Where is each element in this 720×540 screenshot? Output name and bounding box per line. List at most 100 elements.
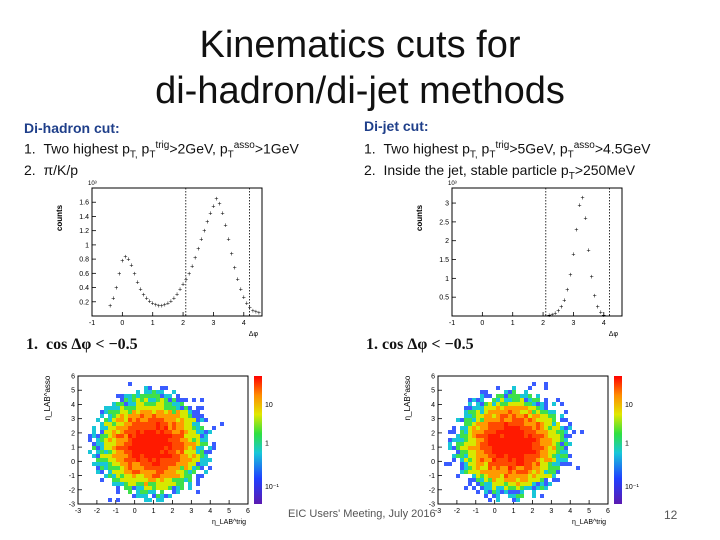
heatmap-cell: [140, 494, 144, 498]
heatmap-cell: [200, 406, 204, 410]
colorbar: [254, 376, 262, 504]
heatmap-cell: [520, 466, 524, 470]
heatmap-cell: [160, 490, 164, 494]
heatmap-cell: [472, 422, 476, 426]
heatmap-cell: [128, 414, 132, 418]
data-point: +: [556, 308, 560, 315]
heatmap-cell: [116, 458, 120, 462]
heatmap-cell: [124, 474, 128, 478]
heatmap-cell: [132, 474, 136, 478]
data-point: +: [559, 304, 563, 311]
heatmap-cell: [520, 426, 524, 430]
heatmap-cell: [148, 450, 152, 454]
y-tick-label: -2: [69, 487, 75, 494]
heatmap-cell: [148, 402, 152, 406]
x-tick-label: -1: [473, 508, 479, 515]
heatmap-cell: [540, 414, 544, 418]
heatmap-cell: [96, 446, 100, 450]
heatmap-cell: [460, 470, 464, 474]
heatmap-cell: [108, 410, 112, 414]
heatmap-cell: [528, 470, 532, 474]
x-tick-label: -2: [94, 508, 100, 515]
heatmap-cell: [136, 454, 140, 458]
heatmap-cell: [172, 466, 176, 470]
heatmap-cell: [532, 454, 536, 458]
heatmap-cell: [160, 442, 164, 446]
dijet-eta-plot: -3 -2 -1 0 1 2 3 4 5 6 -3 -2 -1 0 1 2 3 4 5 6 η_LAB^asso η_LA…: [403, 374, 639, 527]
heatmap-cell: [176, 470, 180, 474]
heatmap-cell: [488, 466, 492, 470]
heatmap-cell: [484, 474, 488, 478]
y-axis-label: counts: [415, 204, 424, 231]
heatmap-cell: [136, 422, 140, 426]
heatmap-cell: [188, 446, 192, 450]
heatmap-cell: [528, 454, 532, 458]
heatmap-cell: [528, 458, 532, 462]
heatmap-cell: [548, 418, 552, 422]
heatmap-cell: [132, 494, 136, 498]
heatmap-cell: [512, 410, 516, 414]
heatmap-cell: [532, 494, 536, 498]
heatmap-cell: [528, 430, 532, 434]
heatmap-cell: [152, 470, 156, 474]
heatmap-cell: [140, 446, 144, 450]
heatmap-cell: [532, 418, 536, 422]
heatmap-cell: [108, 434, 112, 438]
heatmap-cell: [532, 490, 536, 494]
heatmap-cell: [484, 446, 488, 450]
heatmap-cell: [136, 462, 140, 466]
heatmap-cell: [508, 494, 512, 498]
y-tick-label: 0.6: [79, 271, 89, 278]
heatmap-cell: [152, 450, 156, 454]
heatmap-cell: [488, 422, 492, 426]
heatmap-cell: [504, 478, 508, 482]
heatmap-cell: [132, 454, 136, 458]
heatmap-cell: [552, 446, 556, 450]
heatmap-cell: [160, 466, 164, 470]
heatmap-cell: [108, 430, 112, 434]
heatmap-cell: [196, 442, 200, 446]
heatmap-cell: [492, 446, 496, 450]
heatmap-cell: [140, 410, 144, 414]
heatmap-cell: [516, 398, 520, 402]
heatmap-cell: [120, 454, 124, 458]
heatmap-cell: [164, 386, 168, 390]
heatmap-cell: [156, 462, 160, 466]
heatmap-cell: [132, 402, 136, 406]
heatmap-cell: [564, 426, 568, 430]
data-point: +: [211, 203, 215, 210]
heatmap-cell: [488, 410, 492, 414]
heatmap-cell: [472, 398, 476, 402]
heatmap-cell: [100, 458, 104, 462]
heatmap-cell: [524, 438, 528, 442]
heatmap-cell: [184, 474, 188, 478]
heatmap-cell: [88, 434, 92, 438]
heatmap-cell: [544, 426, 548, 430]
heatmap-cell: [472, 462, 476, 466]
data-point: +: [199, 237, 203, 244]
heatmap-cell: [200, 438, 204, 442]
heatmap-cell: [100, 422, 104, 426]
heatmap-cell: [512, 418, 516, 422]
heatmap-cell: [168, 410, 172, 414]
heatmap-cell: [528, 426, 532, 430]
heatmap-cell: [548, 430, 552, 434]
heatmap-cell: [96, 466, 100, 470]
heatmap-cell: [504, 418, 508, 422]
heatmap-cell: [144, 386, 148, 390]
heatmap-cell: [552, 458, 556, 462]
heatmap-cell: [556, 426, 560, 430]
heatmap-cell: [144, 482, 148, 486]
heatmap-cell: [144, 434, 148, 438]
heatmap-cell: [504, 442, 508, 446]
heatmap-cell: [560, 418, 564, 422]
heatmap-cell: [496, 402, 500, 406]
heatmap-cell: [524, 394, 528, 398]
heatmap-cell: [544, 406, 548, 410]
heatmap-cell: [92, 430, 96, 434]
heatmap-cell: [524, 414, 528, 418]
heatmap-cell: [180, 466, 184, 470]
x-tick-label: -2: [454, 508, 460, 515]
heatmap-cell: [500, 398, 504, 402]
heatmap-cell: [560, 414, 564, 418]
